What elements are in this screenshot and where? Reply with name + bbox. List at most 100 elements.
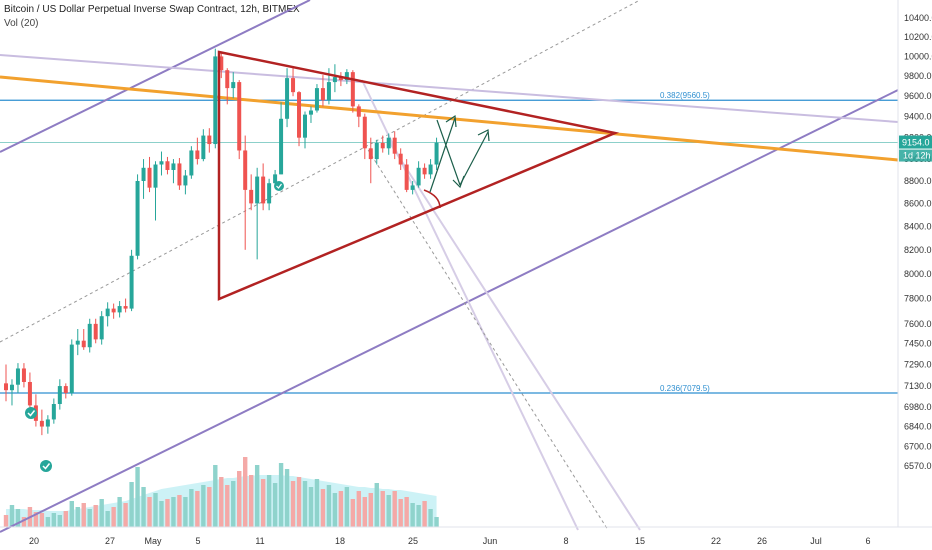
candle-body[interactable] — [410, 185, 415, 190]
candle-body[interactable] — [231, 82, 236, 89]
candle-body[interactable] — [69, 344, 74, 393]
candle-body[interactable] — [189, 150, 194, 176]
volume-indicator-label[interactable]: Vol (20) — [4, 18, 39, 29]
candle-body[interactable] — [9, 384, 14, 391]
candle-body[interactable] — [45, 419, 50, 427]
lavender-descending-line-2[interactable] — [387, 139, 641, 531]
candle-body[interactable] — [195, 150, 200, 160]
time-axis[interactable]: 20 27 May 5 11 18 25 Jun 8 15 22 26 Jul 6 — [29, 536, 871, 546]
candle-body[interactable] — [392, 137, 397, 154]
candle-body[interactable] — [398, 153, 403, 165]
candle-body[interactable] — [57, 386, 62, 405]
candle-body[interactable] — [326, 82, 331, 101]
candle-body[interactable] — [243, 150, 248, 190]
candle-body[interactable] — [75, 340, 80, 345]
candle-body[interactable] — [374, 142, 379, 160]
candle-body[interactable] — [362, 116, 367, 149]
price-tick-label: 7800.0 — [904, 294, 932, 304]
candle-body[interactable] — [416, 167, 421, 186]
price-tick-label: 7130.0 — [904, 381, 932, 391]
candle-body[interactable] — [171, 163, 176, 170]
candle-body[interactable] — [320, 88, 325, 101]
candle-body[interactable] — [201, 135, 206, 160]
candle-body[interactable] — [303, 114, 307, 138]
candle-body[interactable] — [255, 176, 260, 204]
volume-bar — [189, 489, 194, 527]
candle-body[interactable] — [39, 420, 44, 427]
candle-body[interactable] — [99, 316, 104, 340]
candle-body[interactable] — [4, 383, 8, 391]
volume-bar — [57, 515, 63, 527]
candle-body[interactable] — [51, 404, 56, 420]
candle-body[interactable] — [237, 82, 242, 151]
candle-body[interactable] — [165, 161, 170, 170]
candle-body[interactable] — [428, 164, 433, 175]
candle-body[interactable] — [105, 308, 110, 317]
symmetrical-triangle[interactable] — [217, 50, 620, 301]
time-tick-label: Jul — [810, 536, 822, 546]
candle-body[interactable] — [380, 142, 385, 149]
time-tick-label: 6 — [865, 536, 870, 546]
candle-body[interactable] — [159, 161, 164, 165]
orange-trend-line[interactable] — [0, 75, 899, 162]
price-tick-label: 9600.0 — [904, 91, 932, 101]
time-tick-label: 15 — [635, 536, 645, 546]
volume-bar — [213, 465, 218, 527]
candle-body[interactable] — [368, 148, 373, 160]
candle-body[interactable] — [267, 183, 272, 204]
channel-upper-line[interactable] — [0, 0, 311, 153]
candle-body[interactable] — [21, 368, 26, 382]
last-price-tag — [899, 135, 932, 149]
candle-body[interactable] — [356, 106, 361, 117]
candle-body[interactable] — [111, 308, 116, 313]
volume-bar — [344, 487, 350, 527]
candle-body[interactable] — [123, 306, 128, 309]
candle-body[interactable] — [141, 167, 146, 181]
candle-body[interactable] — [338, 77, 343, 81]
candle-body[interactable] — [350, 72, 355, 107]
candle-body[interactable] — [219, 56, 224, 71]
candle-body[interactable] — [153, 164, 158, 188]
candle-body[interactable] — [15, 368, 20, 385]
candle-body[interactable] — [225, 70, 230, 89]
candle-body[interactable] — [27, 381, 32, 406]
signal-badge — [274, 181, 284, 191]
candle-body[interactable] — [422, 167, 427, 175]
candle-body[interactable] — [297, 92, 302, 138]
arrow-path-up — [429, 117, 456, 193]
candle-body[interactable] — [308, 110, 313, 115]
time-tick-label: 5 — [195, 536, 200, 546]
candle-body[interactable] — [177, 163, 182, 186]
candle-body[interactable] — [147, 167, 152, 188]
candle-body[interactable] — [93, 323, 98, 340]
candle-body[interactable] — [314, 88, 319, 111]
candle-body[interactable] — [434, 142, 439, 165]
candle-body[interactable] — [386, 137, 391, 149]
candle-body[interactable] — [213, 56, 218, 145]
signal-badge — [25, 407, 37, 419]
candle-body[interactable] — [279, 118, 284, 175]
candle-body[interactable] — [261, 176, 266, 204]
time-tick-label: 11 — [255, 536, 264, 546]
candle-body[interactable] — [291, 78, 296, 93]
candle-body[interactable] — [63, 386, 68, 393]
price-axis[interactable]: 10400.0 10200.0 10000.0 9800.0 9600.0 9400.0 9… — [904, 13, 932, 471]
candle-body[interactable] — [273, 174, 278, 184]
candle-body[interactable] — [249, 189, 254, 204]
channel-lower-line[interactable] — [0, 89, 899, 533]
candle-body[interactable] — [87, 323, 92, 348]
candle-body[interactable] — [129, 255, 134, 309]
candle-body[interactable] — [404, 164, 409, 190]
candle-body[interactable] — [344, 72, 349, 81]
candle-body[interactable] — [207, 135, 212, 145]
candle-body[interactable] — [81, 340, 86, 348]
candle-body[interactable] — [285, 78, 290, 119]
projection-arrows[interactable] — [429, 114, 490, 193]
candle-body[interactable] — [332, 77, 337, 83]
candle-body[interactable] — [135, 180, 140, 256]
candle-body[interactable] — [117, 306, 122, 313]
volume-bar — [135, 467, 140, 527]
lavender-resistance-line[interactable] — [0, 54, 899, 123]
candle-body[interactable] — [183, 175, 188, 186]
